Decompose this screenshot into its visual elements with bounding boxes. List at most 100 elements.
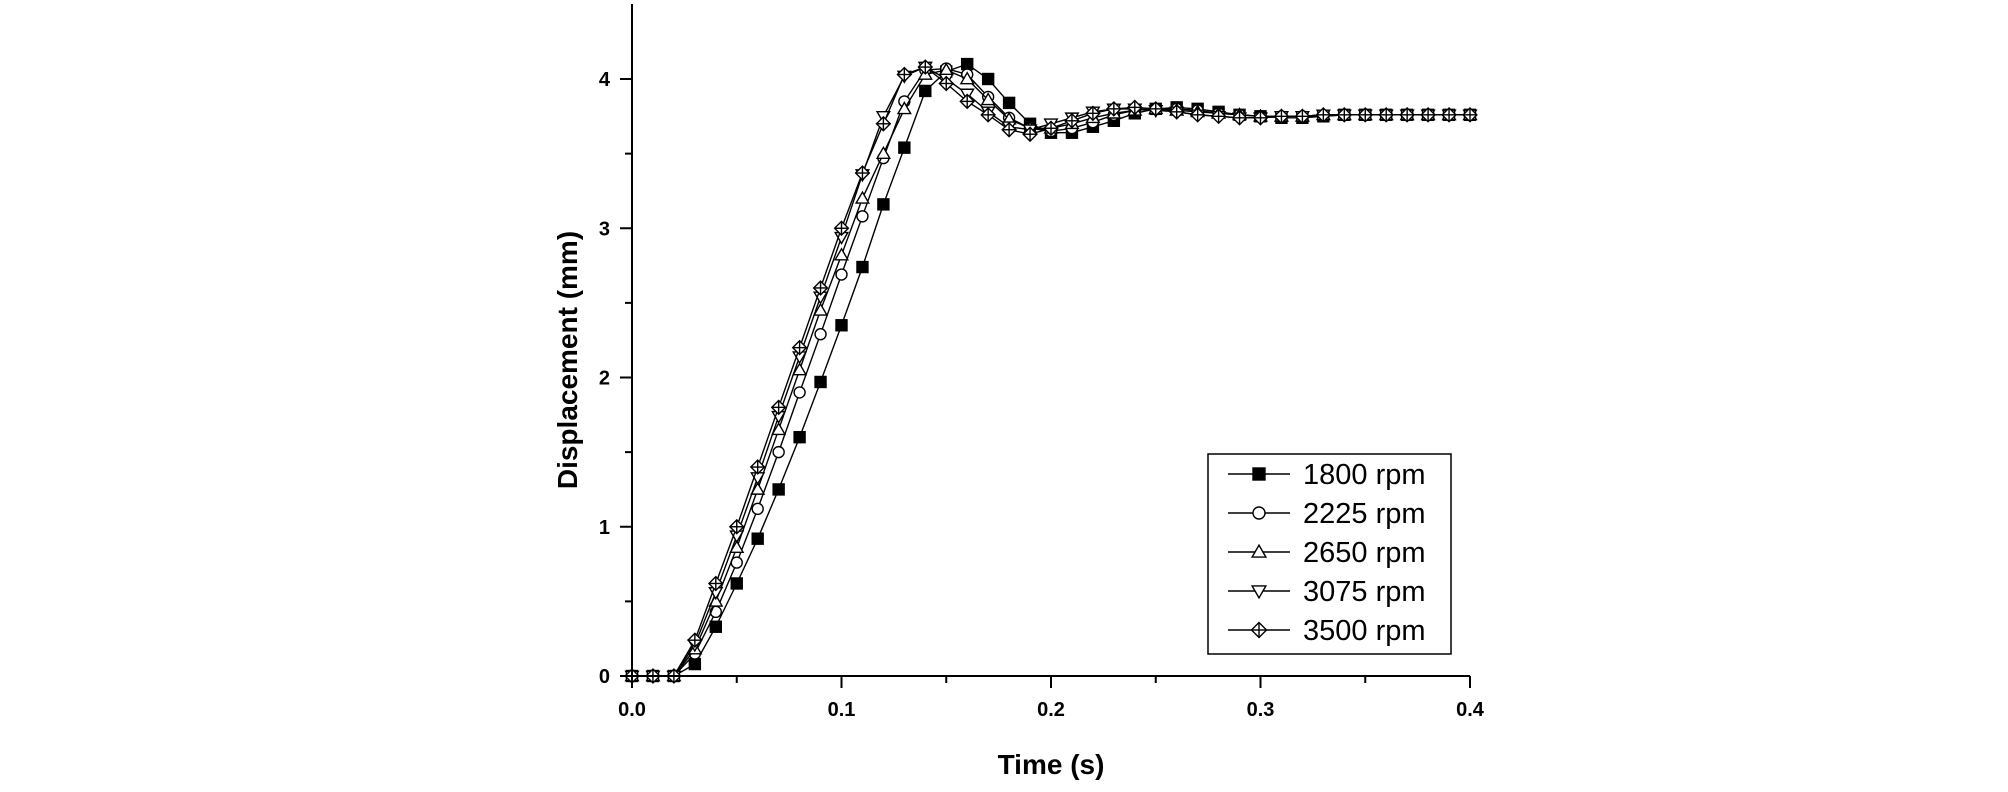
data-point [833,220,850,237]
data-point [814,375,827,389]
legend-item: 3500 rpm [1228,615,1426,647]
data-point [728,518,745,535]
legend-item: 3075 rpm [1228,576,1426,608]
data-point [856,260,869,274]
data-point [1022,126,1038,143]
data-point [961,57,974,71]
data-point [729,539,745,554]
data-point [1399,106,1416,123]
data-point [770,399,787,416]
data-point [1357,106,1374,123]
x-tick-label: 0.1 [828,699,856,721]
legend-item: 1800 rpm [1228,459,1426,491]
data-point [791,339,808,356]
data-point [1147,100,1164,117]
data-point [938,75,955,92]
y-tick-label: 1 [599,517,610,539]
legend-marker [1252,506,1266,520]
x-tick-label: 0.2 [1037,699,1065,721]
data-point [792,362,808,376]
data-point [813,302,829,316]
data-point [833,247,850,261]
data-point [980,106,997,123]
data-point [730,577,743,590]
data-point [959,93,976,110]
y-tick-label: 0 [599,666,610,688]
data-point [1105,100,1122,117]
data-point [981,72,995,86]
data-point [959,71,975,85]
legend-marker [1250,543,1268,558]
data-point [854,190,870,204]
data-point [1002,96,1016,110]
legend-item: 2650 rpm [1228,537,1426,569]
data-point [772,445,785,459]
data-point [1315,106,1332,123]
data-point [1378,106,1395,123]
data-point [856,210,869,223]
data-point [1231,109,1248,126]
data-point [1462,106,1478,123]
data-point [1001,121,1017,138]
data-point [793,386,806,399]
data-point [814,328,827,341]
data-point [1273,108,1290,125]
data-point [896,101,912,115]
data-point [919,84,932,98]
x-axis-title: Time (s) [998,749,1105,780]
data-point [835,319,848,332]
data-point [750,481,766,495]
data-point [917,59,934,75]
data-point [854,165,871,181]
data-point [896,66,913,83]
y-tick-label: 3 [599,218,610,240]
data-point [835,268,848,281]
data-point [772,483,785,496]
legend-label: 3075 rpm [1303,576,1426,608]
legend-label: 2225 rpm [1303,498,1426,530]
data-point [707,575,724,592]
x-tick-label: 0.4 [1456,699,1485,721]
data-point [1064,112,1080,129]
data-point [812,280,829,296]
y-tick-label: 4 [599,69,611,91]
legend-item: 2225 rpm [1228,498,1426,530]
data-point [1336,106,1353,123]
data-point [709,620,722,633]
y-axis-title: Displacement (mm) [552,231,583,489]
data-point [1441,106,1457,123]
legend-label: 3500 rpm [1303,615,1426,647]
x-tick-label: 0.0 [618,699,646,721]
data-point [771,422,787,436]
legend-label: 2650 rpm [1303,537,1426,569]
legend-marker [1250,585,1268,600]
legend-marker [1250,621,1268,639]
data-point [1168,103,1185,120]
data-point [1043,120,1059,137]
data-point [1189,106,1206,123]
data-point [751,502,764,516]
y-ticks: 0 1 2 3 4 [599,69,632,688]
series-3500-rpm [624,59,1478,684]
data-point [1294,108,1311,125]
data-point [1252,109,1269,126]
y-tick-label: 2 [599,368,610,390]
data-point [877,198,890,211]
data-point [875,115,892,132]
data-point [898,141,911,154]
data-point [751,532,764,545]
data-point [1126,99,1143,116]
x-tick-label: 0.3 [1247,699,1275,721]
plot-area [624,57,1478,684]
legend-box [1207,453,1452,655]
axes: 0.0 0.1 0.2 0.3 0.4 0 1 2 3 4 Time (s) Displacem… [552,4,1485,780]
legend-items: 1800 rpm 2225 rpm 2650 rpm 3075 rpm 3500 rpm [1228,459,1426,647]
data-point [1420,106,1436,123]
data-point [688,657,702,671]
data-point [1210,108,1227,125]
data-point [980,92,996,106]
legend: 1800 rpm 2225 rpm 2650 rpm 3075 rpm 3500 rpm [1207,453,1452,655]
data-point [875,145,891,160]
x-ticks: 0.0 0.1 0.2 0.3 0.4 [618,676,1485,721]
